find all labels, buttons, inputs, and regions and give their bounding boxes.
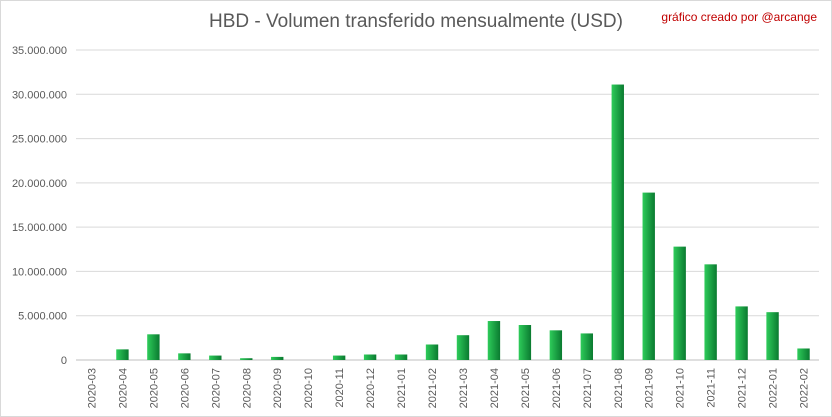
chart-credit: gráfico creado por @arcange	[661, 10, 817, 24]
bar-2021-11	[704, 264, 717, 360]
y-tick-label: 35.000.000	[12, 45, 67, 57]
y-tick-label: 10.000.000	[12, 266, 67, 278]
bar-2020-09	[271, 356, 284, 360]
x-tick-label: 2020-03	[86, 368, 98, 408]
bar-2021-12	[735, 306, 748, 360]
bar-2021-08	[611, 84, 624, 361]
bar-2022-01	[766, 312, 779, 360]
x-tick-label: 2022-02	[799, 368, 811, 408]
x-tick-label: 2021-04	[489, 368, 501, 408]
y-tick-label: 20.000.000	[12, 178, 67, 190]
x-tick-label: 2021-10	[675, 368, 687, 408]
x-tick-label: 2021-06	[551, 368, 563, 408]
bar-2022-02	[797, 348, 810, 360]
x-tick-label: 2020-11	[334, 368, 346, 408]
bar-2020-11	[332, 355, 346, 360]
bar-2020-05	[147, 334, 160, 360]
bar-2020-08	[240, 358, 253, 360]
bar-2021-04	[487, 321, 501, 360]
x-tick-label: 2020-05	[148, 368, 160, 408]
x-tick-label: 2021-12	[737, 368, 749, 408]
y-tick-label: 15.000.000	[12, 222, 67, 234]
bar-2021-10	[673, 246, 686, 360]
y-tick-label: 30.000.000	[12, 89, 67, 101]
x-tick-label: 2020-07	[210, 368, 222, 408]
x-axis: 2020-03 2020-04 2020-05 2020-06 2020-07 2020-…	[86, 368, 810, 408]
x-tick-label: 2021-11	[706, 368, 718, 408]
bar-2021-06	[549, 330, 563, 360]
y-axis: 0 5.000.000 10.000.000 15.000.000 20.000.000…	[12, 45, 67, 367]
bar-2020-04	[116, 349, 129, 360]
x-tick-label: 2021-02	[427, 368, 439, 408]
bar-2021-02	[425, 344, 439, 360]
bar-2021-01	[394, 354, 408, 360]
x-tick-label: 2021-03	[458, 368, 470, 408]
bar-2020-06	[178, 353, 191, 360]
bar-2021-07	[580, 333, 594, 360]
x-tick-label: 2021-05	[520, 368, 532, 408]
x-tick-label: 2021-07	[582, 368, 594, 408]
x-tick-label: 2020-12	[365, 368, 377, 408]
x-tick-label: 2020-04	[117, 368, 129, 408]
chart-title: HBD - Volumen transferido mensualmente (…	[209, 11, 623, 32]
bar-2021-09	[642, 192, 655, 360]
x-tick-label: 2021-09	[644, 368, 656, 408]
y-tick-label: 25.000.000	[12, 134, 67, 146]
y-tick-label: 0	[61, 355, 67, 367]
bars	[116, 84, 810, 361]
bar-2020-12	[363, 354, 377, 360]
bar-2020-07	[209, 355, 222, 360]
gridlines	[76, 49, 819, 361]
x-tick-label: 2020-09	[272, 368, 284, 408]
x-tick-label: 2021-08	[613, 368, 625, 408]
x-tick-label: 2020-08	[241, 368, 253, 408]
y-tick-label: 5.000.000	[18, 311, 67, 323]
x-tick-label: 2021-01	[396, 368, 408, 408]
bar-2021-03	[456, 335, 470, 360]
x-tick-label: 2022-01	[768, 368, 780, 408]
bar-2021-05	[518, 325, 532, 360]
x-tick-label: 2020-06	[179, 368, 191, 408]
x-tick-label: 2020-10	[303, 368, 315, 408]
